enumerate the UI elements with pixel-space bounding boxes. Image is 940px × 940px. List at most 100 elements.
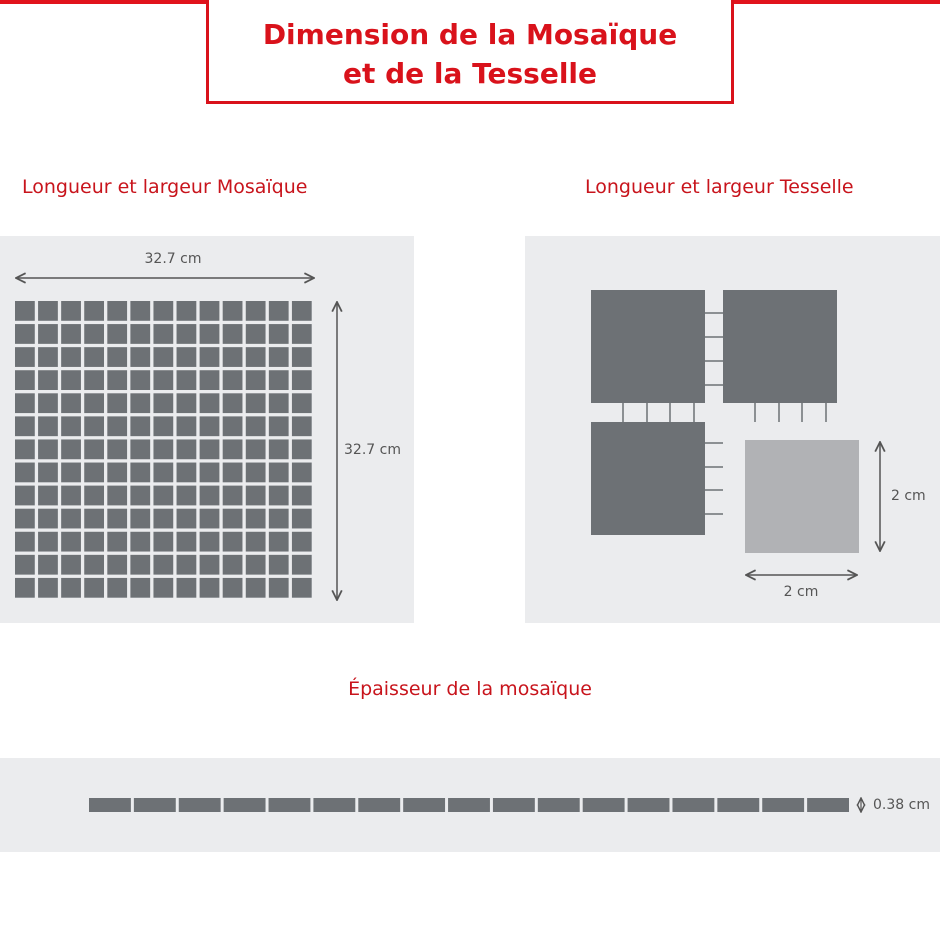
mosaic-tile: [176, 416, 197, 437]
mosaic-tile: [153, 416, 174, 437]
mosaic-tile: [153, 347, 174, 367]
title-box: Dimension de la Mosaïque et de la Tessel…: [206, 0, 734, 104]
mosaic-tile: [199, 439, 220, 460]
strip-tile: [717, 798, 760, 812]
mosaic-tile: [153, 485, 174, 506]
mosaic-tile: [268, 531, 289, 552]
mosaic-tile: [130, 370, 151, 391]
mosaic-tile: [176, 508, 197, 529]
tile-bottom-left: [591, 422, 705, 535]
thickness-label: 0.38 cm: [873, 797, 930, 813]
strip-tile: [582, 798, 625, 812]
mosaic-tile: [130, 324, 151, 344]
mosaic-tile: [38, 554, 58, 575]
mosaic-tile: [222, 347, 243, 367]
mosaic-tile: [107, 462, 128, 483]
mosaic-tile: [245, 531, 266, 552]
strip-tile: [268, 798, 311, 812]
mosaic-tile: [268, 301, 289, 321]
mosaic-tile: [61, 462, 81, 483]
mosaic-tile: [176, 577, 197, 598]
mosaic-tile: [130, 393, 151, 414]
title-line-1: Dimension de la Mosaïque: [262, 18, 678, 51]
mosaic-tile: [84, 485, 105, 506]
strip-tile: [403, 798, 446, 812]
mosaic-tile: [107, 554, 128, 575]
mosaic-tile: [199, 508, 220, 529]
mosaic-tile: [199, 301, 220, 321]
mosaic-tile: [15, 531, 35, 552]
mosaic-tile: [84, 301, 105, 321]
thickness-heading: Épaisseur de la mosaïque: [348, 678, 592, 700]
mosaic-tile: [291, 393, 312, 414]
mosaic-tile: [61, 508, 81, 529]
mosaic-tile: [291, 324, 312, 344]
mosaic-tile: [268, 324, 289, 344]
mosaic-tile: [245, 370, 266, 391]
mosaic-tile: [15, 416, 35, 437]
mosaic-tile: [130, 531, 151, 552]
mosaic-tile: [153, 393, 174, 414]
strip-tile: [89, 798, 131, 812]
thickness-panel: 0.38 cm: [0, 758, 940, 852]
mosaic-tile: [245, 554, 266, 575]
mosaic-tile: [38, 485, 58, 506]
mosaic-tile: [15, 508, 35, 529]
mosaic-tile: [222, 370, 243, 391]
mosaic-tile: [291, 577, 312, 598]
mosaic-tile: [268, 370, 289, 391]
mosaic-tile: [107, 370, 128, 391]
mosaic-heading: Longueur et largeur Mosaïque: [22, 176, 308, 198]
mosaic-tile: [107, 301, 128, 321]
mosaic-tile: [107, 531, 128, 552]
mosaic-tile: [130, 416, 151, 437]
mosaic-tile: [176, 324, 197, 344]
mosaic-tile: [15, 577, 35, 598]
tile-top-left: [591, 290, 705, 403]
mosaic-panel: 32.7 cm 32.7 cm: [0, 236, 414, 623]
mosaic-tile: [245, 462, 266, 483]
mosaic-tile: [268, 393, 289, 414]
tile-panel: 2 cm 2 cm: [525, 236, 940, 623]
mosaic-tile: [268, 577, 289, 598]
mosaic-tile: [15, 347, 35, 367]
mosaic-tile: [222, 485, 243, 506]
title-line-2: et de la Tesselle: [342, 57, 598, 90]
mosaic-tile: [15, 324, 35, 344]
strip-tile: [672, 798, 715, 812]
mosaic-tile: [153, 508, 174, 529]
mosaic-tile: [107, 393, 128, 414]
strip-tile: [178, 798, 221, 812]
mosaic-tile: [153, 324, 174, 344]
mosaic-tile: [176, 554, 197, 575]
tile-highlighted: [745, 440, 859, 553]
mosaic-tile: [61, 439, 81, 460]
mosaic-tile: [199, 554, 220, 575]
strip-tile: [223, 798, 266, 812]
mosaic-tile: [38, 347, 58, 367]
mosaic-tile: [38, 301, 58, 321]
mosaic-tile: [84, 462, 105, 483]
mosaic-tile: [38, 416, 58, 437]
strip-tile: [492, 798, 535, 812]
mosaic-tile: [38, 439, 58, 460]
mosaic-tile: [107, 324, 128, 344]
mosaic-tile: [199, 347, 220, 367]
tile-strip: [89, 798, 849, 812]
mosaic-tile: [176, 347, 197, 367]
mosaic-tile: [291, 301, 312, 321]
mosaic-tile: [291, 554, 312, 575]
mosaic-tile: [61, 393, 81, 414]
mosaic-width-label: 32.7 cm: [145, 251, 202, 267]
mosaic-tile: [222, 416, 243, 437]
mosaic-tile: [222, 462, 243, 483]
mosaic-tile: [61, 531, 81, 552]
mosaic-tile: [291, 508, 312, 529]
mosaic-tile: [84, 577, 105, 598]
tile-top-right: [723, 290, 837, 403]
mosaic-tile: [61, 301, 81, 321]
page-title: Dimension de la Mosaïque et de la Tessel…: [209, 15, 731, 93]
mosaic-diagram: 32.7 cm 32.7 cm: [0, 251, 401, 623]
mosaic-tile: [199, 324, 220, 344]
mosaic-tile: [199, 531, 220, 552]
